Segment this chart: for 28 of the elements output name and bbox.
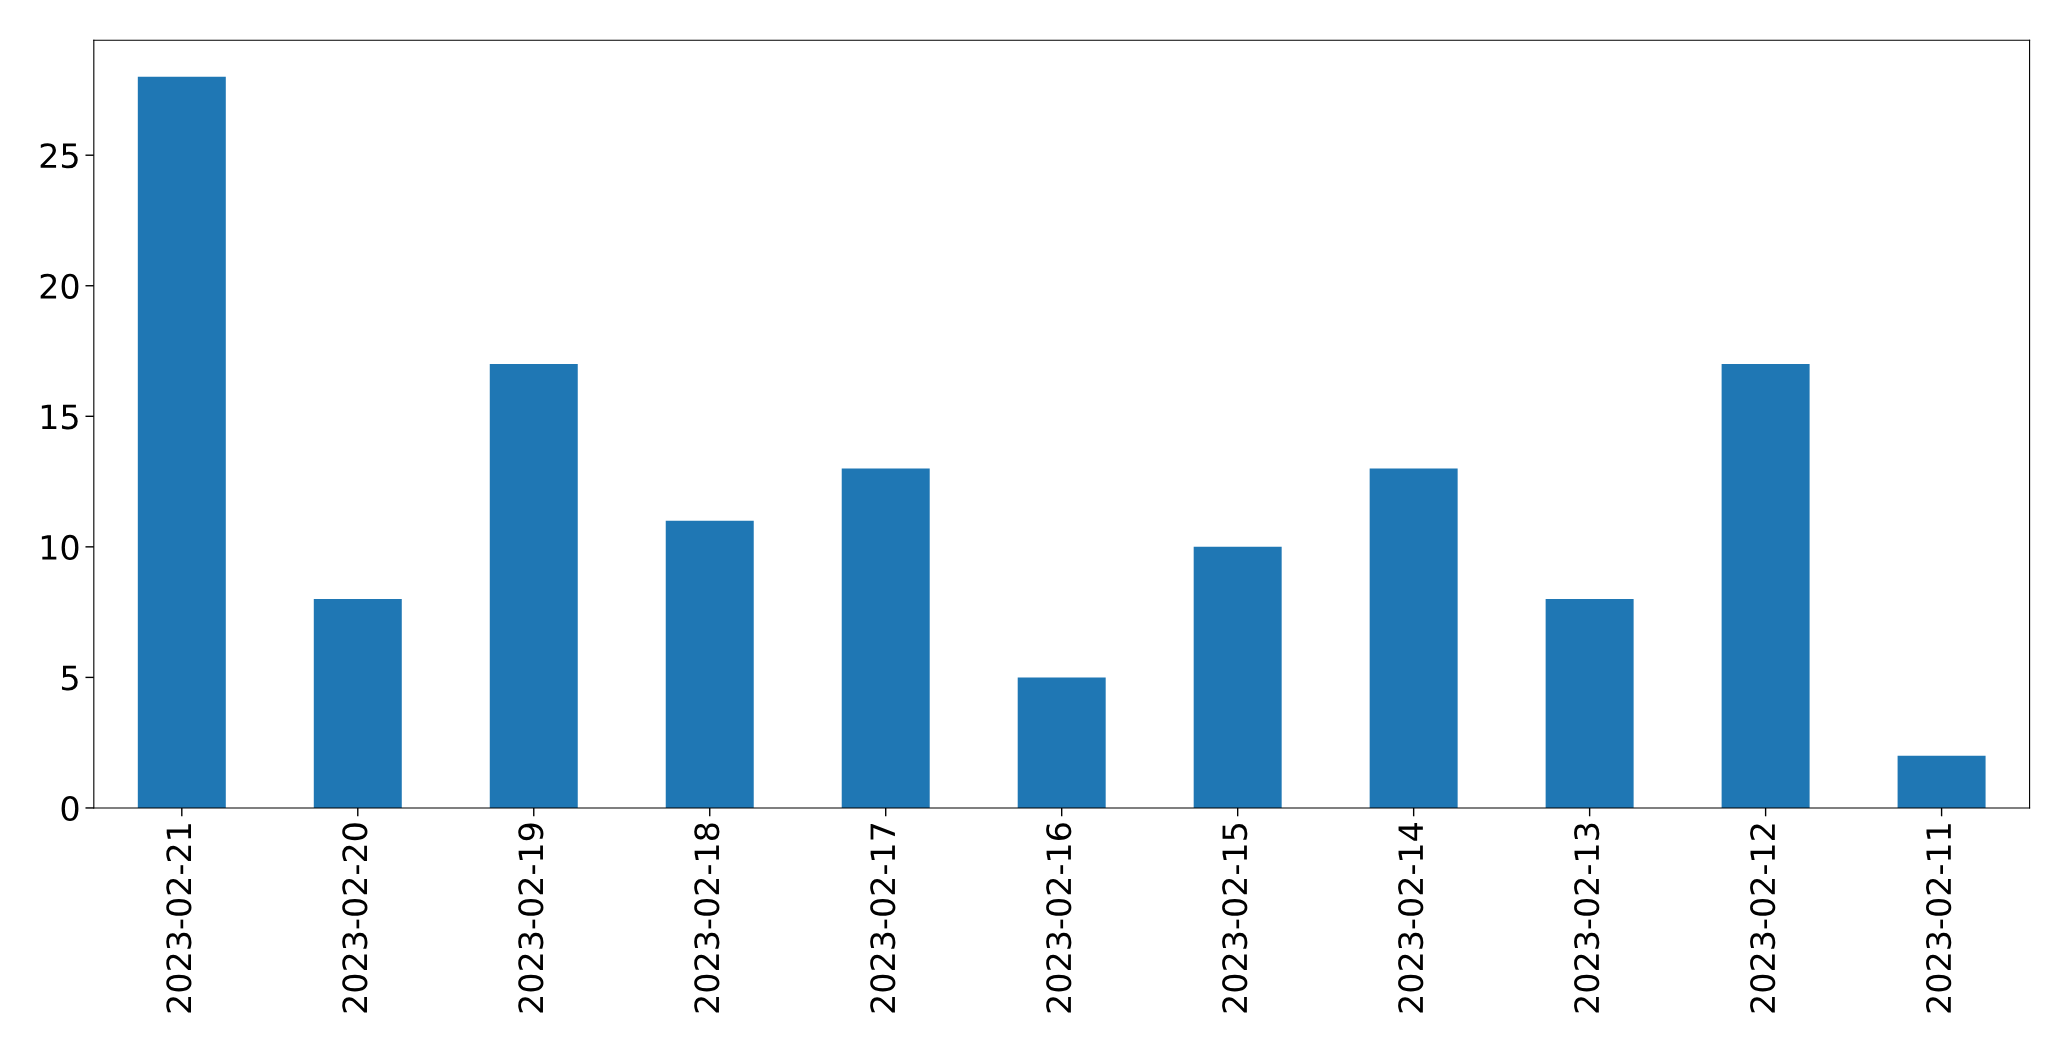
bar [1897, 755, 1986, 808]
bar [1193, 546, 1282, 808]
x-tick-label: 2023-02-13 [1574, 823, 1600, 1013]
x-tick-label: 2023-02-11 [1926, 824, 1952, 1013]
x-tick-label: 2023-02-12 [1750, 824, 1776, 1013]
y-tick-label: 20 [40, 273, 79, 299]
bar [489, 364, 578, 808]
bar [1545, 599, 1634, 808]
bar [841, 468, 930, 808]
bar [1369, 468, 1458, 808]
x-tick-label: 2023-02-21 [166, 824, 192, 1013]
x-tick-label: 2023-02-18 [694, 823, 720, 1013]
x-tick-label: 2023-02-16 [1046, 823, 1072, 1013]
y-tick-label: 5 [61, 665, 78, 691]
x-tick-label: 2023-02-19 [518, 823, 544, 1013]
x-tick-label: 2023-02-15 [1222, 824, 1248, 1013]
x-tick-label: 2023-02-20 [342, 823, 368, 1013]
bar [313, 599, 402, 808]
bar [137, 76, 226, 808]
x-tick-label: 2023-02-14 [1398, 823, 1424, 1013]
y-tick-label: 0 [61, 795, 79, 822]
bar [1721, 364, 1810, 808]
x-tick-label: 2023-02-17 [870, 824, 896, 1013]
y-tick-label: 10 [41, 534, 79, 560]
y-tick-label: 25 [40, 143, 78, 169]
y-tick-label: 15 [41, 404, 78, 430]
bar [1017, 677, 1106, 808]
bar [665, 520, 754, 808]
